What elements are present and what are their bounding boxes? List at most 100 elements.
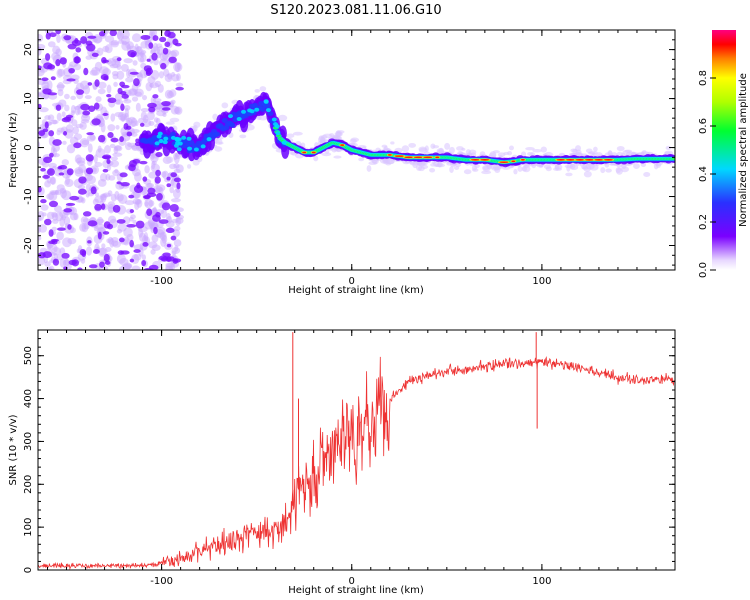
heatmap-blob bbox=[130, 51, 136, 58]
heatmap-blob bbox=[76, 89, 85, 95]
heatmap-blob bbox=[106, 94, 112, 98]
heatmap-blob bbox=[159, 36, 167, 43]
heatmap-blob bbox=[247, 108, 253, 113]
heatmap-blob bbox=[157, 131, 163, 136]
heatmap-blob bbox=[73, 142, 82, 149]
heatmap-blob bbox=[73, 133, 83, 140]
heatmap-blob bbox=[42, 174, 50, 179]
heatmap-blob bbox=[47, 64, 56, 70]
heatmap-blob bbox=[170, 235, 177, 241]
heatmap-blob bbox=[413, 156, 423, 159]
heatmap-blob bbox=[117, 223, 127, 232]
heatmap-blob bbox=[56, 127, 65, 133]
heatmap-blob bbox=[82, 110, 91, 116]
heatmap-blob bbox=[88, 105, 96, 112]
heatmap-blob bbox=[167, 90, 175, 99]
heatmap-blob bbox=[153, 226, 158, 235]
heatmap-blob bbox=[66, 168, 74, 176]
heatmap-blob bbox=[449, 166, 454, 173]
heatmap-blob bbox=[366, 165, 372, 172]
heatmap-blob bbox=[57, 69, 66, 77]
heatmap-blob bbox=[103, 253, 110, 262]
heatmap-blob bbox=[214, 131, 221, 137]
heatmap-blob bbox=[126, 125, 132, 130]
heatmap-blob bbox=[51, 226, 57, 231]
heatmap-blob bbox=[43, 156, 53, 164]
heatmap-blob bbox=[430, 163, 436, 167]
heatmap-blob bbox=[144, 165, 150, 174]
heatmap-blob bbox=[620, 166, 630, 173]
heatmap-blob bbox=[43, 93, 50, 100]
heatmap-blob bbox=[155, 169, 161, 177]
heatmap-blob bbox=[38, 256, 46, 266]
heatmap-blob bbox=[140, 50, 145, 58]
heatmap-blob bbox=[152, 35, 159, 42]
heatmap-blob bbox=[273, 122, 279, 127]
heatmap-blob bbox=[72, 126, 80, 135]
heatmap-blob bbox=[556, 158, 566, 161]
heatmap-blob bbox=[48, 200, 59, 208]
heatmap-blob bbox=[100, 193, 108, 198]
heatmap-blob bbox=[62, 140, 67, 145]
heatmap-blob bbox=[435, 156, 440, 159]
heatmap-blob bbox=[97, 231, 102, 240]
heatmap-blob bbox=[93, 154, 98, 164]
heatmap-blob bbox=[104, 260, 111, 265]
heatmap-blob bbox=[671, 157, 675, 161]
heatmap-blob bbox=[615, 167, 621, 173]
heatmap-blob bbox=[70, 95, 76, 100]
heatmap-blob bbox=[591, 152, 597, 157]
heatmap-blob bbox=[63, 131, 68, 136]
heatmap-blob bbox=[163, 68, 170, 77]
heatmap-blob bbox=[56, 231, 64, 241]
heatmap-blob bbox=[133, 185, 144, 194]
heatmap-blob bbox=[86, 175, 96, 185]
colorbar-gradient bbox=[712, 30, 736, 270]
heatmap-blob bbox=[221, 102, 229, 109]
heatmap-blob bbox=[148, 106, 156, 113]
heatmap-blob bbox=[135, 102, 141, 112]
heatmap-blob bbox=[181, 135, 187, 140]
heatmap-blob bbox=[154, 176, 161, 184]
heatmap-blob bbox=[75, 47, 82, 53]
heatmap-blob bbox=[56, 112, 62, 121]
snr-axis-ticks: -100 0 100 0 100 200 300 400 500 bbox=[23, 329, 676, 587]
heatmap-blob bbox=[513, 168, 518, 175]
heatmap-blob bbox=[93, 225, 99, 232]
heatmap-blob bbox=[162, 170, 169, 180]
heatmap-blob bbox=[50, 238, 59, 242]
heatmap-blob bbox=[55, 59, 61, 67]
heatmap-blob bbox=[52, 139, 62, 146]
heatmap-blob bbox=[165, 121, 175, 125]
heatmap-blob bbox=[110, 39, 120, 48]
spectrogram-x-axis-label: Height of straight line (km) bbox=[288, 285, 424, 296]
heatmap-blob bbox=[120, 182, 130, 187]
heatmap-blob bbox=[99, 261, 105, 268]
heatmap-blob bbox=[129, 258, 135, 263]
heatmap-blob bbox=[275, 131, 281, 136]
heatmap-blob bbox=[141, 254, 147, 261]
heatmap-blob bbox=[115, 124, 120, 130]
heatmap-blob bbox=[221, 117, 228, 123]
heatmap-blob bbox=[239, 134, 247, 139]
heatmap-blob bbox=[96, 47, 104, 56]
heatmap-blob bbox=[91, 52, 99, 58]
heatmap-blob bbox=[49, 152, 54, 158]
heatmap-blob bbox=[95, 96, 102, 103]
heatmap-blob bbox=[87, 35, 97, 39]
heatmap-blob bbox=[170, 72, 176, 77]
heatmap-blob bbox=[554, 164, 563, 170]
heatmap-blob bbox=[109, 63, 119, 69]
heatmap-blob bbox=[192, 159, 200, 166]
heatmap-blob bbox=[94, 203, 102, 211]
heatmap-blob bbox=[589, 164, 599, 171]
heatmap-blob bbox=[116, 57, 122, 62]
heatmap-blob bbox=[102, 68, 111, 76]
heatmap-blob bbox=[58, 172, 65, 176]
spectrogram-y-tick-label: -20 bbox=[23, 237, 34, 253]
heatmap-blob bbox=[286, 133, 295, 138]
heatmap-blob bbox=[111, 240, 119, 247]
heatmap-blob bbox=[163, 136, 169, 141]
heatmap-blob bbox=[87, 143, 93, 153]
